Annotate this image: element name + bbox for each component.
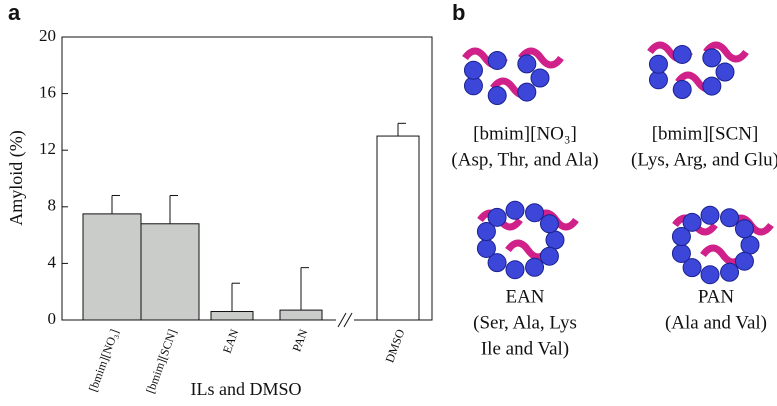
residue-sphere (487, 253, 507, 273)
residue-sphere (545, 230, 565, 250)
structure-name: [bmim][SCN] (652, 123, 759, 144)
structure-image (462, 47, 564, 106)
residue-sphere (539, 246, 559, 266)
residue-sphere (702, 48, 722, 68)
residue-sphere (700, 205, 720, 225)
residue-sphere (487, 86, 507, 106)
x-tick-label: [bmim][NO₃] (86, 327, 122, 393)
structure-residues: (Ala and Val) (665, 312, 767, 333)
residue-sphere (720, 262, 740, 282)
residue-sphere (505, 260, 525, 280)
residue-sphere (476, 222, 496, 242)
helix (518, 47, 564, 69)
residue-sphere (715, 62, 735, 82)
y-tick-label: 0 (48, 309, 57, 328)
residue-sphere (476, 238, 496, 258)
residue-sphere (517, 82, 537, 102)
y-tick-label: 20 (39, 26, 56, 45)
residue-sphere (700, 265, 720, 285)
structure-name: PAN (698, 286, 735, 307)
structure-image (671, 205, 774, 285)
residue-sphere (672, 80, 692, 100)
residue-sphere (734, 219, 754, 239)
residue-sphere (525, 203, 545, 223)
y-tick-label: 16 (39, 83, 56, 102)
residue-sphere (487, 50, 507, 70)
structure-residues: (Lys, Arg, and Glu) (631, 149, 777, 170)
bar (279, 309, 323, 321)
helix (703, 41, 749, 63)
residue-sphere (539, 214, 559, 234)
bar (210, 311, 254, 321)
residue-sphere (672, 44, 692, 64)
structure-name: [bmim][NO₃] (473, 123, 577, 144)
residue-sphere (530, 68, 550, 88)
structure-residues: (Ser, Ala, Lys (473, 312, 577, 333)
residue-sphere (682, 258, 702, 278)
bar (376, 135, 420, 321)
x-tick-label: [bmim][SCN] (143, 327, 179, 395)
residue-sphere (702, 76, 722, 96)
bar (140, 223, 200, 321)
residue-sphere (740, 235, 760, 255)
residue-sphere (487, 207, 507, 227)
panel-label: a (8, 0, 21, 25)
axis-break (336, 312, 354, 328)
residue-sphere (682, 212, 702, 232)
residue-sphere (463, 60, 483, 80)
residue-sphere (648, 54, 668, 74)
panel-label: b (452, 0, 465, 25)
y-tick-label: 8 (48, 196, 57, 215)
residue-sphere (525, 257, 545, 277)
structure-image (647, 41, 749, 100)
residue-sphere (734, 251, 754, 271)
structure-name: EAN (505, 286, 544, 307)
y-tick-label: 12 (39, 139, 56, 158)
y-tick-label: 4 (48, 252, 57, 271)
residue-sphere (517, 54, 537, 74)
x-tick-label: DMSO (382, 327, 407, 365)
residue-sphere (671, 227, 691, 247)
structure-residues: Ile and Val) (481, 338, 569, 359)
residue-sphere (505, 200, 525, 220)
x-tick-label: EAN (220, 327, 242, 355)
residue-sphere (671, 243, 691, 263)
bar (82, 213, 142, 321)
structure-image (476, 200, 579, 280)
residue-sphere (720, 208, 740, 228)
x-axis-label: ILs and DMSO (191, 379, 302, 399)
structure-residues: (Asp, Thr, and Ala) (451, 149, 598, 170)
y-axis-label: Amyloid (%) (6, 130, 27, 225)
x-tick-label: PAN (289, 327, 310, 354)
